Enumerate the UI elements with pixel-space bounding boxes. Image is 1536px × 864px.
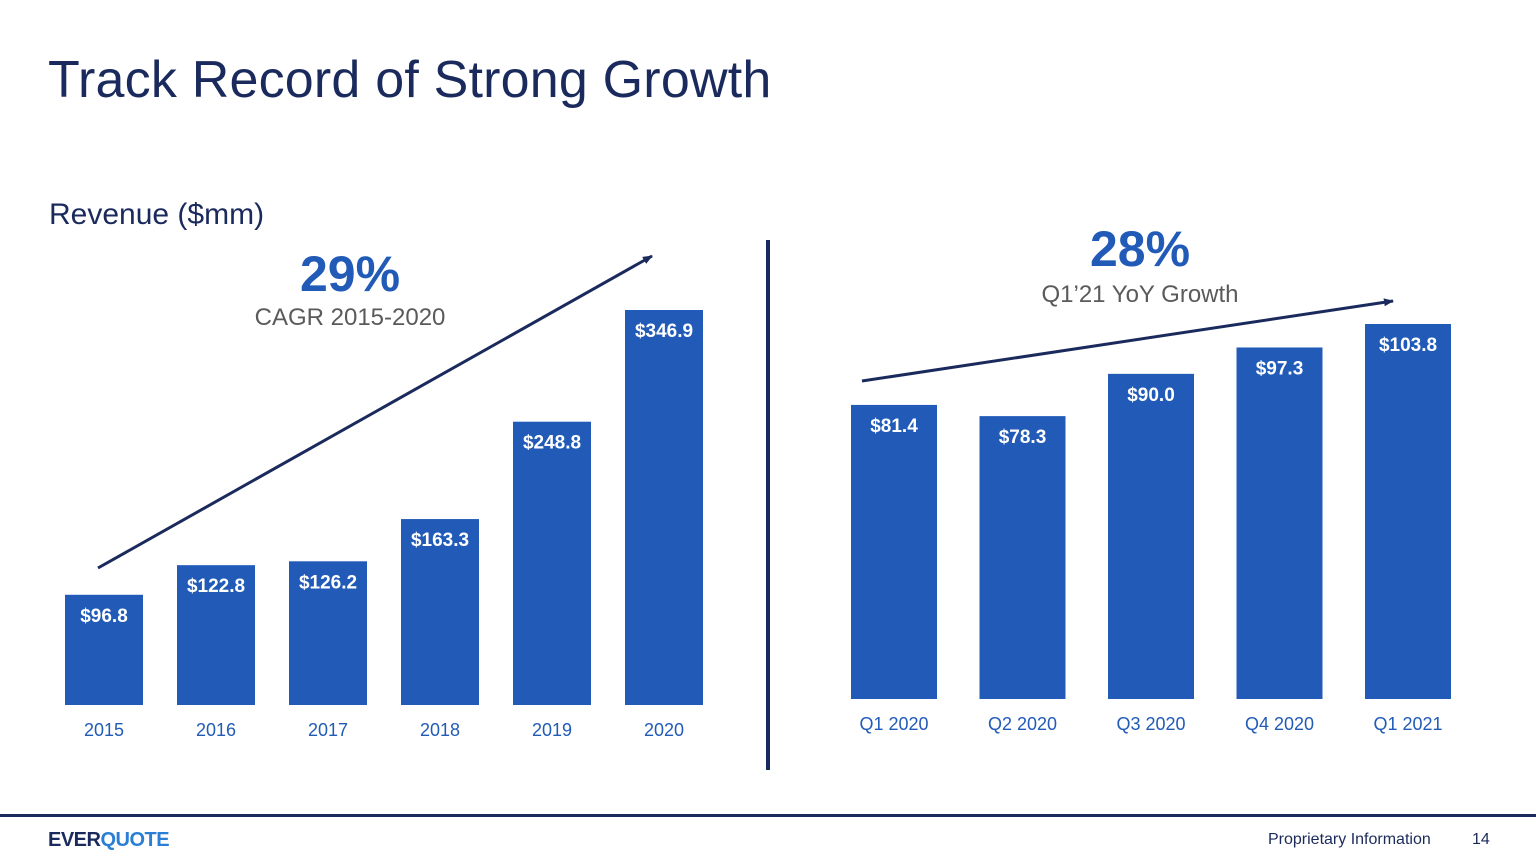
- quarterly-revenue-chart: $81.4 Q1 2020 $78.3 Q2 2020 $90.0 Q3 2020 $97.…: [851, 298, 1451, 734]
- category-tick-label: Q3 2020: [1116, 714, 1185, 734]
- bar-q3-2020: [1108, 373, 1194, 699]
- revenue-charts: $96.8 2015 $122.8 2016 $126.2 2017 $163.3 2018 $…: [65, 240, 1451, 770]
- bar-value-label: $78.3: [999, 427, 1047, 448]
- yoy-growth-label: Q1’21 YoY Growth: [1041, 281, 1239, 308]
- page-number: 14: [1472, 831, 1490, 848]
- yoy-growth-value: 28%: [1089, 221, 1191, 277]
- category-tick-label: 2019: [532, 720, 572, 740]
- bar-value-label: $96.8: [80, 606, 128, 627]
- category-tick-label: 2018: [420, 720, 460, 740]
- bar-value-label: $81.4: [870, 416, 918, 437]
- bar-q4-2020: [1236, 347, 1323, 699]
- logo-text-part1: EVER: [48, 829, 101, 851]
- category-tick-label: Q4 2020: [1245, 714, 1314, 734]
- bar-2015: [65, 594, 143, 705]
- everquote-logo: EVERQUOTE: [48, 829, 170, 852]
- bar-2019: [513, 421, 591, 705]
- bar-q2-2020: [979, 416, 1066, 699]
- bar-value-label: $248.8: [523, 433, 581, 454]
- bar-value-label: $97.3: [1256, 358, 1304, 379]
- bar-value-label: $126.2: [299, 572, 357, 593]
- category-tick-label: 2017: [308, 720, 348, 740]
- bar-q1-2021: [1365, 324, 1451, 699]
- logo-text-part2: QUOTE: [100, 829, 170, 851]
- category-tick-label: 2020: [644, 720, 684, 740]
- cagr-label: CAGR 2015-2020: [254, 304, 446, 331]
- bar-2016: [177, 565, 255, 705]
- bar-value-label: $346.9: [635, 321, 693, 342]
- cagr-value: 29%: [299, 246, 401, 302]
- category-tick-label: Q2 2020: [988, 714, 1057, 734]
- trend-arrow: [861, 298, 1394, 383]
- bar-q1-2020: [851, 404, 937, 699]
- bar-value-label: $103.8: [1379, 335, 1437, 356]
- bar-value-label: $163.3: [411, 530, 469, 551]
- category-tick-label: 2016: [196, 720, 236, 740]
- category-tick-label: 2015: [84, 720, 124, 740]
- footer-divider: [0, 814, 1536, 817]
- category-tick-label: Q1 2021: [1373, 714, 1442, 734]
- bar-value-label: $122.8: [187, 576, 245, 597]
- category-tick-label: Q1 2020: [859, 714, 928, 734]
- bar-2020: [625, 310, 703, 705]
- bar-value-label: $90.0: [1127, 385, 1175, 406]
- annual-revenue-chart: $96.8 2015 $122.8 2016 $126.2 2017 $163.3 2018 $…: [65, 254, 703, 740]
- trend-arrow: [97, 254, 653, 570]
- slide-title: Track Record of Strong Growth: [48, 51, 772, 109]
- chart-subtitle: Revenue ($mm): [49, 198, 265, 231]
- bar-2017: [289, 561, 367, 705]
- bar-2018: [401, 519, 479, 705]
- proprietary-label: Proprietary Information: [1268, 831, 1431, 848]
